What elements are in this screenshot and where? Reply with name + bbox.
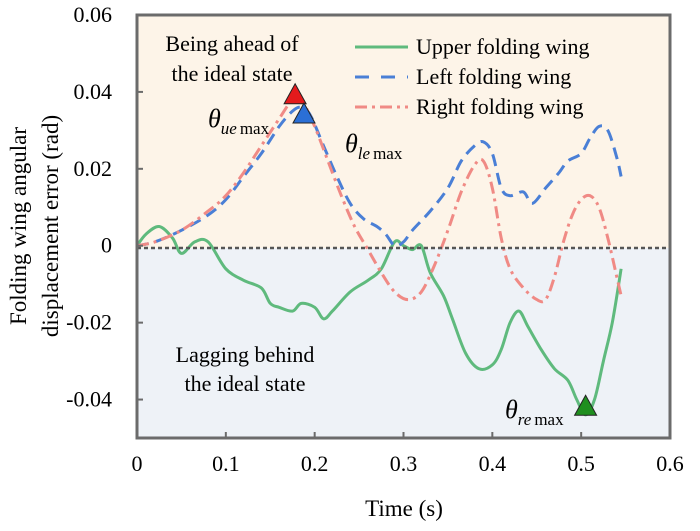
x-tick-label: 0.6 xyxy=(656,451,684,476)
x-tick-label: 0.5 xyxy=(567,451,595,476)
x-axis-label: Time (s) xyxy=(365,496,443,521)
y-tick-label: 0.06 xyxy=(74,2,113,27)
x-tick-label: 0.1 xyxy=(212,451,240,476)
lower-region-text-2: the ideal state xyxy=(185,371,306,396)
upper-region-text-1: Being ahead of xyxy=(165,31,299,56)
y-axis-ticks: -0.04 -0.02 0 0.02 0.04 0.06 xyxy=(66,2,143,412)
series-line-2 xyxy=(136,95,623,304)
x-axis-ticks: 0 0.1 0.2 0.3 0.4 0.5 0.6 xyxy=(132,432,684,476)
series-line-0 xyxy=(135,224,623,417)
y-axis-label-line1: Folding wing angular xyxy=(6,127,31,325)
y-tick-label: 0.02 xyxy=(74,156,113,181)
y-axis-label-line2: displacement error (rad) xyxy=(38,115,63,337)
lower-region-text-1: Lagging behind xyxy=(176,342,315,367)
legend: Upper folding wing Left folding wing Right… xyxy=(355,34,590,119)
legend-label-0: Upper folding wing xyxy=(416,34,590,59)
legend-label-1: Left folding wing xyxy=(416,64,571,89)
marker-label-0: θue max xyxy=(208,104,270,138)
x-tick-label: 0.2 xyxy=(301,451,329,476)
marker-label-1: θle max xyxy=(345,129,403,163)
marker-triangle-0 xyxy=(283,82,307,105)
x-tick-label: 0.3 xyxy=(390,451,418,476)
marker-label-2: θre max xyxy=(505,395,564,429)
marker-triangle-2 xyxy=(573,394,598,416)
series-group xyxy=(135,95,623,417)
markers-group xyxy=(283,82,598,416)
y-tick-label: -0.04 xyxy=(66,387,112,412)
marker-triangle-1 xyxy=(292,101,316,124)
x-tick-label: 0 xyxy=(132,451,143,476)
upper-region xyxy=(137,15,670,248)
y-tick-label: -0.02 xyxy=(66,310,112,335)
x-tick-label: 0.4 xyxy=(479,451,507,476)
y-tick-label: 0.04 xyxy=(74,79,113,104)
marker-labels: θue max θle max θre max xyxy=(208,104,564,429)
legend-label-2: Right folding wing xyxy=(416,94,583,119)
upper-region-text-2: the ideal state xyxy=(172,61,293,86)
y-tick-label: 0 xyxy=(101,233,112,258)
series-line-1 xyxy=(136,105,623,248)
